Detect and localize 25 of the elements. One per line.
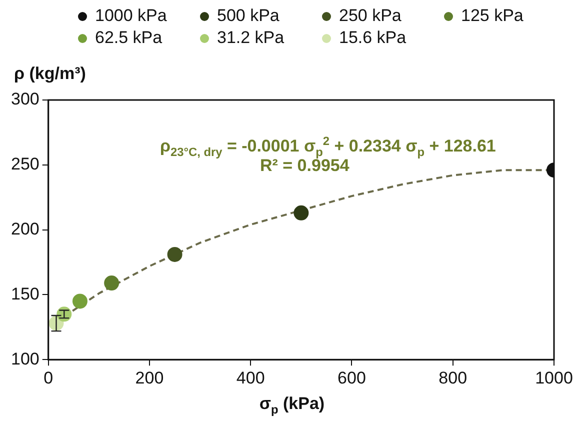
legend-label: 15.6 kPa <box>339 28 406 48</box>
annotation: ρ$_{23°C, dry}$ = -0.0001 σ$_{p}$$^{2}$ + 0.2334 σ$_{p}$ + 128.61 <box>160 134 496 160</box>
y-tick-label: 300 <box>10 90 40 109</box>
x-tick-label: 800 <box>438 368 468 388</box>
legend-label: 62.5 kPa <box>95 28 162 48</box>
y-tick-label: 100 <box>10 349 40 368</box>
y-tick-label: 150 <box>10 284 40 304</box>
x-tick-label: 600 <box>338 368 366 388</box>
y-tick-label: 250 <box>10 154 40 174</box>
x-tick-label: 400 <box>236 368 265 388</box>
point <box>104 276 120 291</box>
legend-label: 1000 kPa <box>95 6 167 26</box>
legend-label: 500 kPa <box>217 6 280 26</box>
legend-label: 31.2 kPa <box>217 28 284 48</box>
point <box>56 306 72 322</box>
point <box>72 294 88 309</box>
y-tick-label: 200 <box>10 219 40 238</box>
legend-label: 250 kPa <box>339 6 402 26</box>
x-axis-title: σ$_{p}$ (kPa) <box>258 394 326 416</box>
legend-label: 125 kPa <box>461 6 524 26</box>
x-tick-label: 1000 <box>535 368 573 388</box>
y-axis-title: ρ (kg/m³) <box>14 64 86 84</box>
x-tick-label: 0 <box>44 368 54 388</box>
x-tick-label: 200 <box>135 368 164 388</box>
point <box>167 246 182 262</box>
